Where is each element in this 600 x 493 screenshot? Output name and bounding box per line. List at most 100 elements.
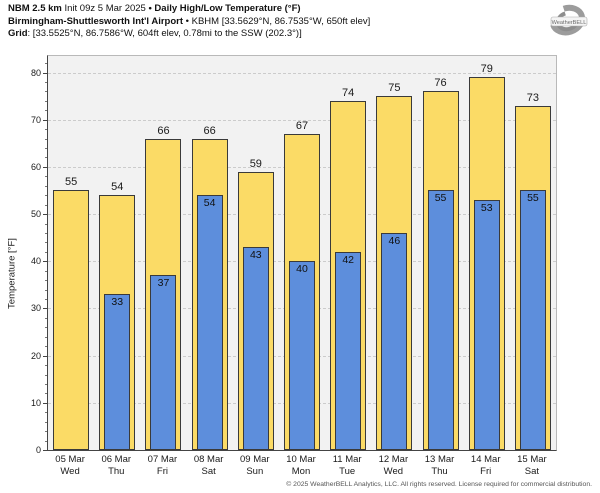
- low-bar: 54: [196, 195, 223, 450]
- low-value-label: 55: [434, 192, 447, 205]
- y-minor-tick: [45, 110, 47, 112]
- y-tick-label: 40: [30, 256, 41, 267]
- x-tick-day: Wed: [60, 466, 80, 477]
- high-value-label: 75: [388, 82, 401, 95]
- high-value-label: 59: [249, 157, 262, 170]
- init-time-label: Init 09z 5 Mar 2025: [61, 3, 149, 14]
- low-bar: 46: [381, 232, 408, 450]
- low-value-label: 40: [296, 263, 308, 276]
- y-minor-tick: [45, 365, 47, 367]
- y-minor-tick: [45, 289, 47, 291]
- y-minor-tick: [45, 327, 47, 329]
- low-value-label: 42: [342, 253, 355, 266]
- station-coords-label: • KBHM [33.5629°N, 86.7535°W, 650ft elev…: [183, 15, 371, 27]
- x-tick-date: 05 Mar: [55, 454, 85, 465]
- low-value-label: 33: [111, 296, 124, 309]
- grid-label: Grid: [8, 28, 28, 39]
- y-major-tick: [43, 308, 47, 310]
- x-tick-date: 07 Mar: [147, 454, 178, 465]
- y-major-tick: [43, 355, 47, 357]
- y-minor-tick: [45, 440, 47, 442]
- x-tick-label: 14 Mar Fri: [463, 454, 509, 478]
- weatherbell-logo-text: WeatherBELL: [552, 20, 587, 26]
- x-tick-date: 06 Mar: [101, 454, 132, 465]
- y-minor-tick: [45, 185, 47, 187]
- x-tick-date: 10 Mar: [286, 454, 316, 465]
- low-bar: 33: [104, 294, 131, 450]
- y-minor-tick: [45, 100, 47, 102]
- y-minor-tick: [45, 148, 47, 149]
- x-tick-date: 15 Mar: [517, 454, 547, 465]
- x-tick-label: 09 Mar Sun: [232, 454, 278, 478]
- x-tick-date: 12 Mar: [378, 454, 409, 465]
- high-value-label: 67: [295, 119, 309, 132]
- y-minor-tick: [45, 176, 47, 178]
- chart-title-line2: Birmingham-Shuttlesworth Int'l Airport •…: [8, 16, 370, 29]
- y-minor-tick: [45, 251, 47, 253]
- low-value-label: 43: [249, 249, 262, 262]
- y-tick-label: 0: [35, 445, 41, 455]
- y-minor-tick: [45, 421, 47, 423]
- x-tick-label: 13 Mar Thu: [416, 454, 462, 478]
- y-minor-tick: [45, 223, 47, 225]
- y-minor-tick: [45, 317, 47, 319]
- x-tick-date: 11 Mar: [332, 454, 362, 465]
- y-tick-label: 60: [30, 161, 41, 172]
- y-minor-tick: [45, 138, 47, 140]
- x-tick-day: Sun: [246, 466, 264, 477]
- low-bar: 43: [242, 247, 269, 450]
- x-tick-label: 05 Mar Wed: [47, 454, 93, 478]
- y-minor-tick: [45, 195, 47, 197]
- low-bar: 55: [427, 190, 454, 450]
- x-tick-date: 08 Mar: [193, 454, 224, 465]
- x-tick-date: 09 Mar: [240, 454, 270, 465]
- y-major-tick: [43, 119, 47, 121]
- y-minor-tick: [45, 374, 47, 376]
- high-value-label: 74: [342, 86, 355, 99]
- weatherbell-logo-icon: WeatherBELL: [550, 4, 588, 36]
- x-tick-day: Tue: [339, 466, 356, 477]
- low-bar: 55: [519, 190, 546, 450]
- y-major-tick: [43, 450, 47, 451]
- x-tick-date: 13 Mar: [424, 454, 455, 465]
- x-tick-label: 08 Mar Sat: [186, 454, 232, 478]
- y-minor-tick: [45, 157, 47, 159]
- station-name-label: Birmingham-Shuttlesworth Int'l Airport: [8, 15, 184, 27]
- high-value-label: 79: [480, 63, 493, 76]
- high-bar: [53, 190, 90, 450]
- high-value-label: 66: [203, 124, 216, 137]
- y-minor-tick: [45, 81, 47, 83]
- y-major-tick: [43, 214, 47, 216]
- y-minor-tick: [45, 336, 47, 338]
- low-value-label: 37: [157, 277, 170, 290]
- low-bar: 37: [150, 275, 177, 450]
- low-bar: 42: [335, 251, 362, 450]
- y-tick-label: 50: [30, 209, 41, 220]
- x-tick-day: Fri: [480, 466, 492, 477]
- low-value-label: 53: [480, 201, 493, 214]
- y-major-tick: [43, 166, 47, 168]
- y-tick-label: 30: [30, 303, 41, 314]
- y-minor-tick: [45, 431, 47, 433]
- low-bar: 40: [289, 261, 315, 450]
- y-tick-label: 70: [30, 114, 41, 125]
- y-minor-tick: [45, 63, 47, 65]
- y-minor-tick: [45, 412, 47, 414]
- high-value-label: 54: [111, 181, 124, 194]
- x-tick-label: 07 Mar Fri: [139, 454, 185, 478]
- y-tick-label: 10: [30, 397, 41, 408]
- x-tick-date: 14 Mar: [470, 454, 501, 465]
- low-bar: 53: [473, 199, 500, 450]
- y-minor-tick: [45, 299, 47, 300]
- y-minor-tick: [45, 346, 47, 348]
- copyright-notice: © 2025 WeatherBELL Analytics, LLC. All r…: [286, 481, 592, 488]
- y-minor-tick: [45, 280, 47, 282]
- low-value-label: 46: [388, 234, 401, 247]
- chart-title-line3: Grid: [33.5525°N, 86.7586°W, 604ft elev,…: [8, 28, 370, 41]
- y-major-tick: [43, 402, 47, 404]
- grid-coords-label: : [33.5525°N, 86.7586°W, 604ft elev, 0.7…: [27, 28, 302, 39]
- x-tick-label: 12 Mar Wed: [370, 454, 416, 478]
- plot-area: 55 54 33 66 37 66 54 59 43 67 40 74 42 75 46 76 55 79 53 73…: [47, 55, 557, 451]
- h-gridline: [48, 72, 556, 74]
